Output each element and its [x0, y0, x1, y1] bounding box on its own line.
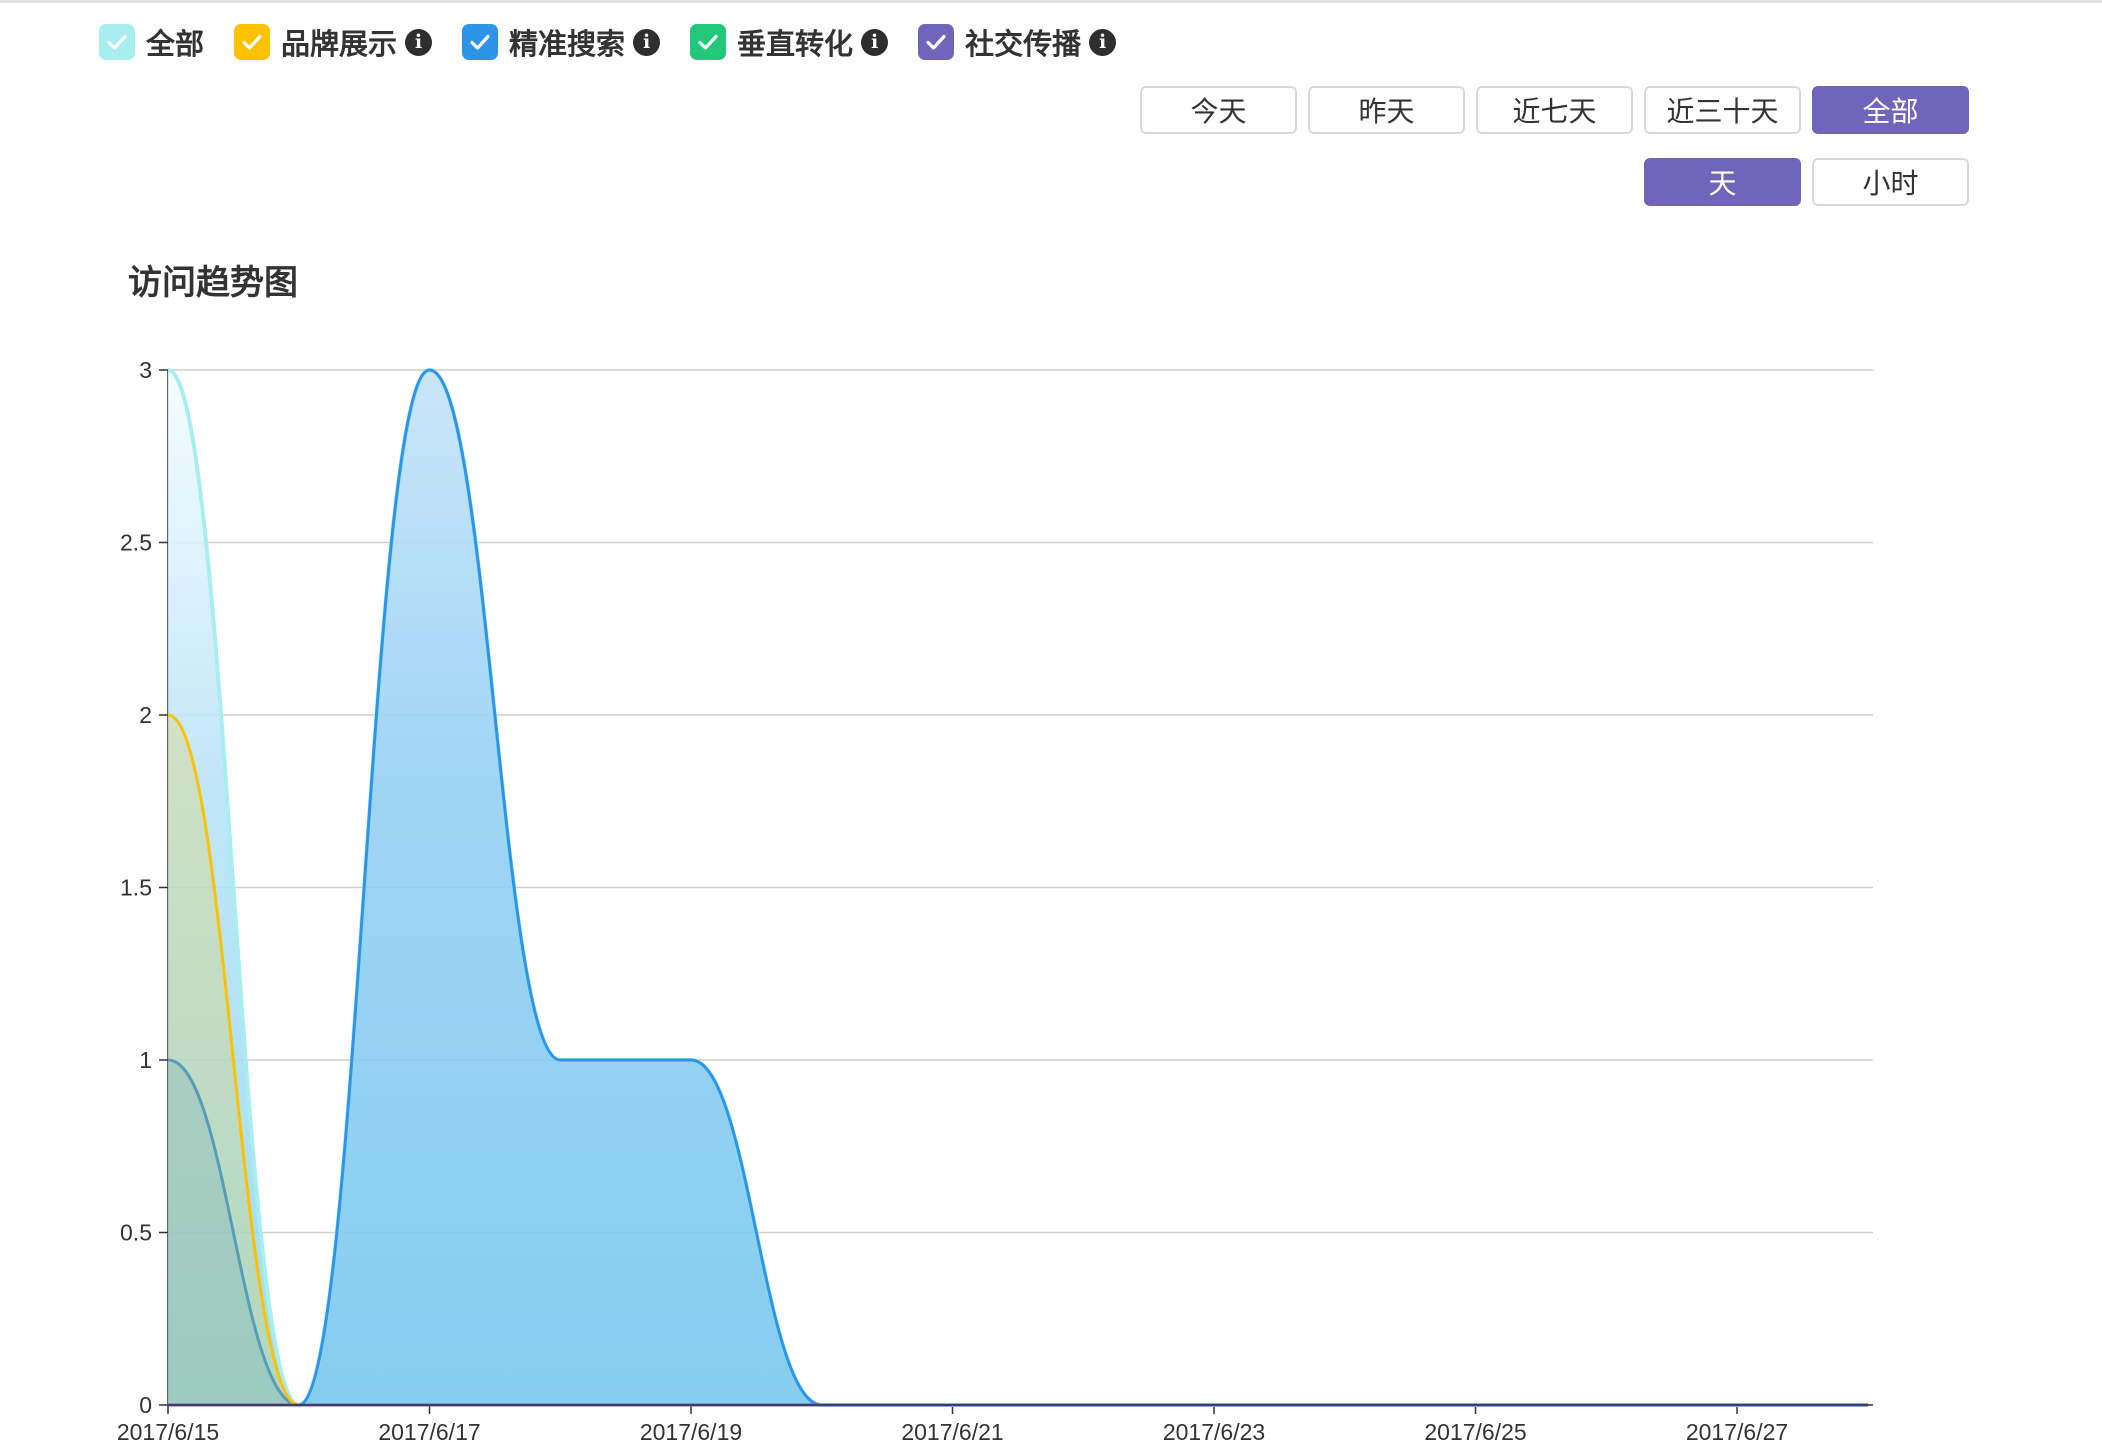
- x-tick-label: 2017/6/25: [1424, 1419, 1526, 1445]
- x-tick-label: 2017/6/23: [1163, 1419, 1265, 1445]
- legend-label: 全部: [146, 27, 205, 61]
- x-tick-label: 2017/6/19: [640, 1419, 742, 1445]
- info-icon[interactable]: i: [861, 28, 889, 56]
- chart-title: 访问趋势图: [128, 263, 298, 303]
- checkbox-checked-icon[interactable]: [99, 24, 135, 60]
- legend-label: 精准搜索: [509, 27, 626, 61]
- y-tick-label: 1.5: [120, 875, 152, 901]
- y-tick-label: 2.5: [120, 530, 152, 556]
- checkbox-checked-icon[interactable]: [234, 24, 271, 60]
- data-point: [428, 368, 432, 372]
- x-tick-label: 2017/6/15: [117, 1419, 219, 1445]
- data-point: [166, 368, 170, 372]
- legend-item-0[interactable]: 全部: [99, 21, 204, 63]
- x-tick-label: 2017/6/27: [1686, 1419, 1788, 1445]
- checkbox-checked-icon[interactable]: [918, 24, 955, 60]
- date-range-buttons: 今天 昨天 近七天 近三十天 全部: [1129, 86, 1969, 134]
- range-button-2[interactable]: 近七天: [1476, 86, 1633, 134]
- series-area-0: [168, 370, 1868, 1405]
- info-icon[interactable]: i: [405, 28, 433, 56]
- y-tick-label: 2: [139, 702, 152, 728]
- series-area-2: [168, 370, 1868, 1405]
- legend-label: 品牌展示: [281, 27, 398, 61]
- top-divider: [0, 0, 2102, 3]
- x-tick-label: 2017/6/21: [901, 1419, 1003, 1445]
- data-point: [166, 713, 170, 717]
- range-button-0[interactable]: 今天: [1140, 86, 1297, 134]
- data-point: [558, 1058, 562, 1062]
- granularity-button-1[interactable]: 小时: [1812, 158, 1969, 206]
- legend-item-4[interactable]: 社交传播 i: [918, 21, 1117, 63]
- x-tick-label: 2017/6/17: [378, 1419, 480, 1445]
- range-button-3[interactable]: 近三十天: [1644, 86, 1801, 134]
- legend-label: 垂直转化: [737, 27, 854, 61]
- info-icon[interactable]: i: [633, 28, 661, 56]
- granularity-button-0[interactable]: 天: [1644, 158, 1801, 206]
- granularity-buttons: 天小时: [1633, 158, 1969, 206]
- legend-item-2[interactable]: 精准搜索 i: [462, 21, 661, 63]
- series-legend: 全部 品牌展示 i 精准搜索 i 垂直转化 i 社交传播 i: [99, 20, 1146, 64]
- y-tick-label: 3: [139, 357, 152, 383]
- info-icon[interactable]: i: [1089, 28, 1117, 56]
- y-tick-label: 1: [139, 1047, 152, 1073]
- legend-label: 社交传播: [965, 27, 1082, 61]
- range-button-4[interactable]: 全部: [1812, 86, 1969, 134]
- checkbox-checked-icon[interactable]: [462, 24, 499, 60]
- y-tick-label: 0: [139, 1392, 152, 1418]
- y-tick-label: 0.5: [120, 1220, 152, 1246]
- range-button-1[interactable]: 昨天: [1308, 86, 1465, 134]
- legend-item-1[interactable]: 品牌展示 i: [234, 21, 433, 63]
- legend-item-3[interactable]: 垂直转化 i: [690, 21, 889, 63]
- checkbox-checked-icon[interactable]: [690, 24, 727, 60]
- data-point: [689, 1058, 693, 1062]
